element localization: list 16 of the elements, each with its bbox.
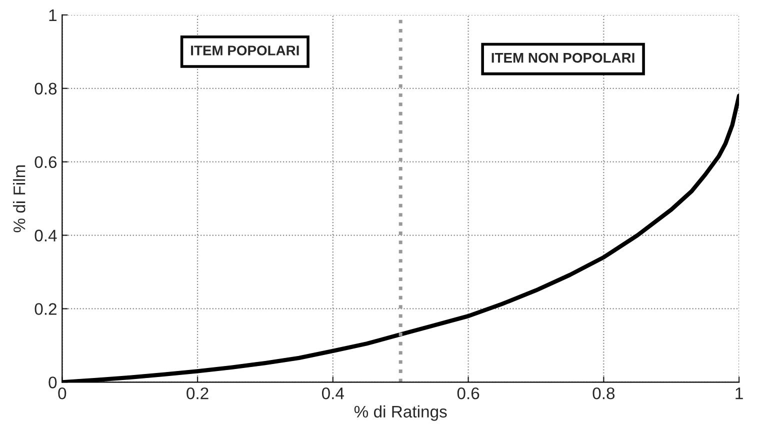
y-tick-label: 0.2 <box>34 303 56 315</box>
y-tick-label: 0 <box>48 376 57 388</box>
y-axis-title: % di Film <box>13 165 26 232</box>
x-tick-label: 0 <box>58 387 66 400</box>
annotation: ITEM POPOLARI <box>191 46 299 56</box>
y-tick-label: 1 <box>49 10 56 21</box>
x-tick-label: 0.2 <box>186 387 208 400</box>
y-tick-label: 0.6 <box>34 156 57 168</box>
x-axis-title: % di Ratings <box>354 405 447 421</box>
x-tick-label: 0.6 <box>457 387 480 400</box>
y-tick-label: 0.4 <box>34 230 57 242</box>
annotation: ITEM NON POPOLARI <box>492 52 634 63</box>
y-tick-label: 0.8 <box>34 82 57 95</box>
x-tick-label: 1 <box>736 388 743 400</box>
x-tick-label: 0.8 <box>592 387 615 400</box>
x-tick-label: 0.4 <box>322 387 344 400</box>
